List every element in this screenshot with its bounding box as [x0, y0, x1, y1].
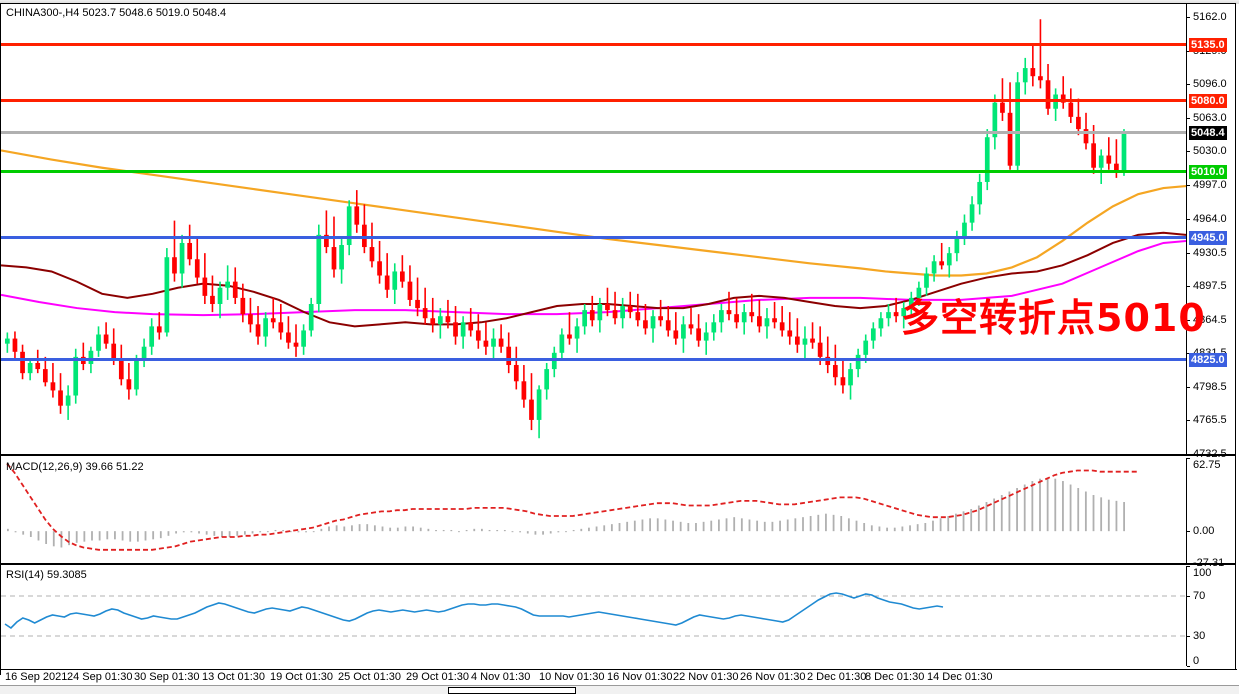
axis-tick — [1187, 117, 1190, 119]
price-axis-label: 4897.5 — [1193, 280, 1227, 293]
axis-tick — [1187, 185, 1190, 187]
price-pane[interactable]: CHINA300-,H4 5023.7 5048.6 5019.0 5048.4… — [1, 4, 1235, 460]
macd-plot-area[interactable] — [1, 458, 1186, 563]
rsi-axis-label: 70 — [1193, 590, 1206, 602]
time-axis-label: 26 Nov 01:30 — [740, 671, 806, 683]
price-level-line[interactable] — [1, 170, 1186, 174]
price-axis-label: 4964.0 — [1193, 212, 1227, 225]
time-axis-label: 13 Oct 01:30 — [202, 671, 265, 683]
axis-tick — [1187, 252, 1190, 254]
time-axis-label: 29 Oct 01:30 — [406, 671, 469, 683]
price-plot-area[interactable] — [1, 4, 1186, 454]
price-level-badge[interactable]: 4945.0 — [1189, 230, 1227, 245]
macd-pane-label: MACD(12,26,9) 39.66 51.22 — [6, 461, 144, 473]
time-axis-label: 22 Nov 01:30 — [673, 671, 739, 683]
time-axis-label: 2 Dec 01:30 — [807, 671, 867, 683]
price-level-line[interactable] — [1, 99, 1186, 103]
rsi-axis[interactable]: 100 70 30 0 — [1186, 566, 1235, 667]
price-pane-label: CHINA300-,H4 5023.7 5048.6 5019.0 5048.4 — [6, 7, 227, 19]
axis-tick — [1187, 50, 1190, 52]
axis-tick — [1187, 319, 1190, 321]
price-axis-label: 4798.5 — [1193, 380, 1227, 393]
price-level-line[interactable] — [1, 236, 1186, 240]
time-axis-label: 4 Nov 01:30 — [471, 671, 531, 683]
price-level-badge[interactable]: 5135.0 — [1189, 37, 1227, 52]
price-axis-label: 5096.0 — [1193, 78, 1227, 91]
horizontal-scrollbar[interactable] — [0, 685, 1239, 694]
axis-tick — [1187, 458, 1190, 459]
rsi-pane[interactable]: RSI(14) 59.3085 100 70 30 0 — [1, 566, 1235, 667]
macd-pane[interactable]: MACD(12,26,9) 39.66 51.22 62.750.00-27.3… — [1, 458, 1235, 569]
price-level-line[interactable] — [1, 358, 1186, 362]
axis-tick — [1187, 17, 1190, 19]
price-axis-label: 4997.0 — [1193, 179, 1227, 192]
axis-tick — [1187, 286, 1190, 288]
axis-tick — [1187, 151, 1190, 153]
time-axis-label: 30 Sep 01:30 — [134, 671, 200, 683]
rsi-plot-area[interactable] — [1, 566, 1186, 666]
price-level-badge[interactable]: 5010.0 — [1189, 164, 1227, 179]
price-axis-label: 4765.5 — [1193, 414, 1227, 427]
time-axis-label: 25 Oct 01:30 — [338, 671, 401, 683]
axis-tick — [1187, 596, 1190, 597]
time-axis-label: 10 Nov 01:30 — [539, 671, 605, 683]
time-axis-label: 14 Dec 01:30 — [927, 671, 993, 683]
rsi-axis-label: 30 — [1193, 630, 1206, 642]
axis-tick — [1187, 386, 1190, 388]
time-axis[interactable]: 16 Sep 2021 24 Sep 01:30 30 Sep 01:30 13 Oc… — [1, 669, 1237, 685]
price-level-badge[interactable]: 4825.0 — [1189, 352, 1227, 367]
price-axis-label: 4864.5 — [1193, 313, 1227, 326]
price-level-badge[interactable]: 5048.4 — [1189, 125, 1227, 140]
price-level-badge[interactable]: 5080.0 — [1189, 93, 1227, 108]
macd-axis[interactable]: 62.750.00-27.31 — [1186, 458, 1235, 569]
price-axis-label: 5030.0 — [1193, 145, 1227, 158]
axis-tick — [1187, 420, 1190, 422]
time-axis-label: 16 Sep 2021 — [5, 671, 68, 683]
rsi-axis-label: 0 — [1193, 655, 1200, 667]
pane-separator-1 — [1, 454, 1235, 456]
axis-tick — [1187, 566, 1190, 567]
rsi-axis-label: 100 — [1193, 567, 1212, 579]
time-axis-label: 8 Dec 01:30 — [865, 671, 925, 683]
pane-separator-2 — [1, 563, 1235, 565]
axis-tick — [1187, 84, 1190, 86]
axis-tick — [1187, 531, 1190, 533]
price-axis-label: 5162.0 — [1193, 11, 1227, 24]
time-axis-label: 24 Sep 01:30 — [67, 671, 133, 683]
time-axis-label: 19 Oct 01:30 — [270, 671, 333, 683]
axis-tick — [1187, 353, 1190, 355]
axis-tick — [1187, 636, 1190, 637]
price-level-line[interactable] — [1, 43, 1186, 47]
macd-axis-label: 62.75 — [1193, 459, 1221, 471]
time-axis-label: 16 Nov 01:30 — [607, 671, 673, 683]
chart-annotation-text: 多空转折点5010 — [901, 296, 1206, 340]
price-axis-label: 4930.5 — [1193, 246, 1227, 259]
price-level-line[interactable] — [1, 131, 1186, 135]
macd-axis-label: 0.00 — [1193, 525, 1215, 538]
axis-tick — [1187, 218, 1190, 220]
price-axis-label: 5063.0 — [1193, 111, 1227, 124]
window-topbar — [0, 0, 1239, 4]
scrollbar-thumb[interactable] — [448, 687, 576, 694]
price-axis[interactable]: 5162.05129.05096.05063.05030.04997.04964… — [1186, 4, 1235, 460]
rsi-pane-label: RSI(14) 59.3085 — [6, 569, 87, 581]
axis-tick — [1187, 666, 1190, 667]
